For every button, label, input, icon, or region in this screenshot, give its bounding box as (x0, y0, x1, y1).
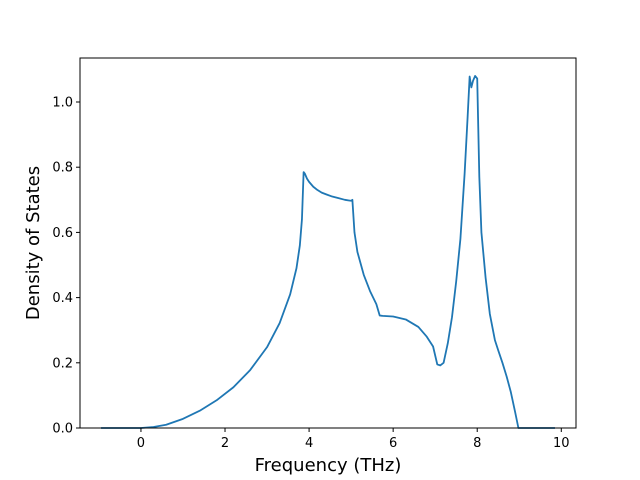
y-axis-label: Density of States (23, 166, 44, 320)
x-tick-label: 6 (389, 436, 397, 451)
y-tick-label: 0.6 (52, 226, 73, 241)
x-axis-label: Frequency (THz) (255, 455, 402, 476)
x-tick-label: 2 (221, 436, 229, 451)
x-tick-label: 8 (473, 436, 481, 451)
dos-line-series-0 (101, 75, 555, 429)
y-tick-label: 0.0 (52, 422, 73, 437)
y-tick-label: 0.4 (52, 291, 73, 306)
y-tick-label: 0.8 (52, 161, 73, 176)
y-axis-ticks: 0.0 0.2 0.4 0.6 0.8 1.0 (52, 96, 80, 437)
y-tick-label: 1.0 (52, 96, 73, 111)
plot-layer (101, 75, 555, 429)
x-tick-label: 10 (553, 436, 570, 451)
plot-frame (79, 57, 577, 429)
x-tick-label: 4 (305, 436, 313, 451)
x-tick-label: 0 (137, 436, 145, 451)
x-axis-ticks: 0 2 4 6 8 10 (137, 428, 570, 451)
y-tick-label: 0.2 (52, 356, 73, 371)
